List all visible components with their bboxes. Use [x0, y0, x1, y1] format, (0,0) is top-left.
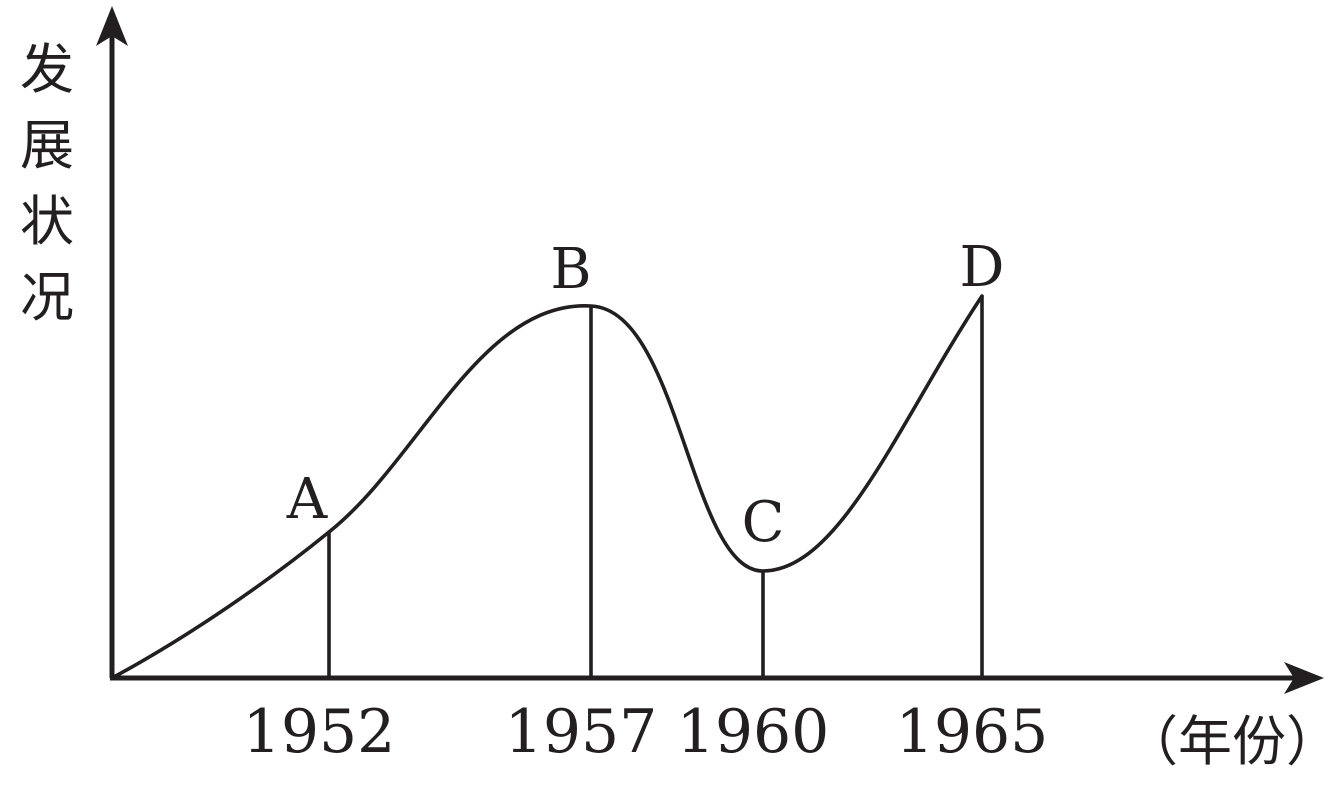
x-axis-arrow-icon — [1284, 662, 1324, 694]
y-axis-arrow-icon — [96, 6, 128, 46]
y-axis-label-char: 展 — [20, 114, 74, 177]
y-axis-label-char: 发 — [20, 38, 74, 101]
x-tick-label: 1965 — [896, 697, 1049, 767]
x-tick-label: 1952 — [243, 697, 396, 767]
point-label-b: B — [550, 237, 591, 302]
point-label-a: A — [286, 467, 328, 532]
x-tick-label: 1960 — [677, 697, 830, 767]
series-line — [110, 294, 984, 680]
chart-marks: A B C D 1952 1957 1960 1965 — [243, 235, 1049, 767]
x-tick-label: 1957 — [505, 697, 658, 767]
y-axis-label-char: 况 — [20, 266, 74, 329]
x-axis-label: （年份） — [1124, 710, 1340, 773]
y-axis-label-char: 状 — [20, 190, 74, 253]
point-label-d: D — [960, 235, 1005, 300]
point-label-c: C — [742, 490, 785, 555]
